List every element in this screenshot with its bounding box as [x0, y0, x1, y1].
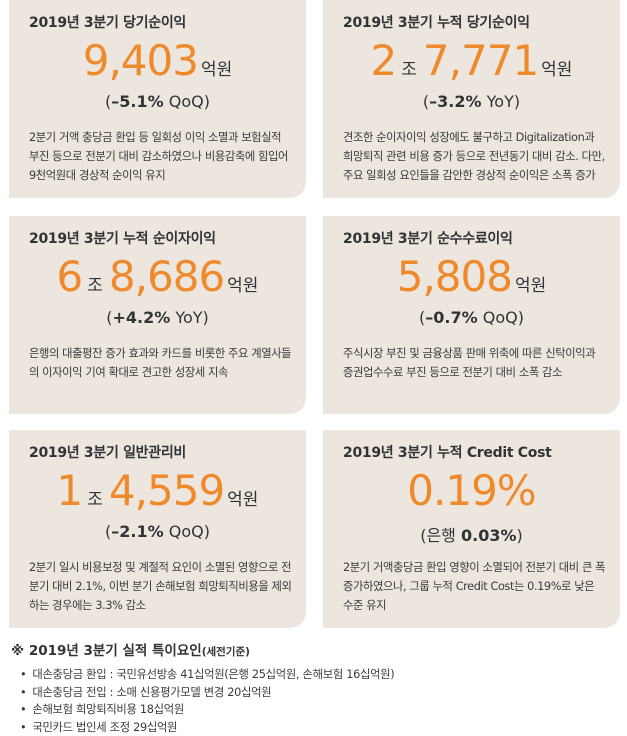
notes-title: ※ 2019년 3분기 실적 특이요인(세전기준)	[11, 639, 621, 659]
list-item-text: 손해보험 희망퇴직비용 18십억원	[32, 703, 184, 716]
list-item-text: 대손충당금 환입 : 국민유선방송 41십억원(은행 25십억원, 손해보험 1…	[32, 668, 394, 681]
change-suffix: YoY	[175, 308, 202, 327]
card-description: 2분기 일시 비용보정 및 계절적 요인이 소멸된 영향으로 전분기 대비 2.…	[29, 558, 292, 615]
list-item-text: 국민카드 법인세 조정 29십억원	[32, 721, 177, 734]
card-description: 2분기 거액 충당금 환입 등 일회성 이익 소멸과 보험실적 부진 등으로 전…	[29, 128, 292, 185]
card-credit-cost: 2019년 3분기 누적 Credit Cost 0.19% (은행 0.03%…	[323, 430, 620, 628]
change-value: –3.2%	[429, 92, 481, 111]
card-unit-jo: 조	[87, 490, 103, 510]
card-unit: 억원	[227, 276, 258, 296]
list-item: • 대손충당금 환입 : 국민유선방송 41십억원(은행 25십억원, 손해보험 …	[20, 666, 621, 684]
change-value: –2.1%	[111, 522, 163, 541]
change-value: +4.2%	[112, 308, 170, 327]
card-unit: 억원	[541, 60, 572, 80]
change-suffix: YoY	[487, 92, 514, 111]
card-change: (은행 0.03%)	[323, 522, 620, 546]
card-change: (+4.2% YoY)	[9, 308, 306, 327]
card-title: 2019년 3분기 일반관리비	[29, 442, 186, 462]
bullet-icon: •	[20, 719, 26, 736]
card-unit-jo: 조	[401, 60, 417, 80]
card-value: 8,686	[109, 252, 224, 301]
card-value: 7,771	[423, 36, 538, 85]
card-value-jo: 1	[57, 466, 83, 515]
card-title: 2019년 3분기 누적 Credit Cost	[343, 442, 552, 462]
card-title: 2019년 3분기 누적 당기순이익	[343, 12, 530, 32]
card-value: 5,808	[397, 252, 512, 301]
notes-list: • 대손충당금 환입 : 국민유선방송 41십억원(은행 25십억원, 손해보험 …	[20, 666, 621, 736]
change-value: –0.7%	[425, 308, 477, 327]
card-value: 9,403	[83, 36, 198, 85]
card-unit-jo: 조	[87, 276, 103, 296]
card-description: 견조한 순이자이익 성장에도 불구하고 Digitalization과 희망퇴직…	[343, 128, 606, 185]
list-item: • 대손충당금 전입 : 소매 신용평가모델 변경 20십억원	[20, 684, 621, 702]
change-value: –5.1%	[111, 92, 163, 111]
card-description: 은행의 대출평잔 증가 효과와 카드를 비롯한 주요 계열사들의 이자이익 기여…	[29, 344, 292, 382]
bullet-icon: •	[20, 701, 26, 719]
card-title: 2019년 3분기 순수수료이익	[343, 228, 513, 248]
notes-title-note: (세전기준)	[202, 646, 250, 658]
card-change: (–0.7% QoQ)	[323, 308, 620, 327]
card-value-jo: 2	[371, 36, 397, 85]
change-prefix: (은행	[420, 526, 456, 545]
card-description: 주식시장 부진 및 금융상품 판매 위축에 따른 신탁이익과 증권업수수료 부진…	[343, 344, 606, 382]
change-suffix: QoQ	[169, 522, 204, 541]
list-item: • 손해보험 희망퇴직비용 18십억원	[20, 701, 621, 719]
card-title: 2019년 3분기 누적 순이자이익	[29, 228, 216, 248]
card-unit: 억원	[515, 276, 546, 296]
card-value: 0.19%	[407, 466, 535, 515]
card-change: (–3.2% YoY)	[323, 92, 620, 111]
notes-title-text: 2019년 3분기 실적 특이요인	[29, 643, 202, 659]
list-item-text: 대손충당금 전입 : 소매 신용평가모델 변경 20십억원	[32, 686, 271, 699]
change-suffix: QoQ	[483, 308, 518, 327]
card-unit: 억원	[227, 490, 258, 510]
card-figure: 0.19%	[323, 466, 620, 516]
bullet-icon: •	[20, 684, 26, 702]
card-change: (–5.1% QoQ)	[9, 92, 306, 111]
card-unit: 억원	[201, 60, 232, 80]
list-item: • 국민카드 법인세 조정 29십억원	[20, 719, 621, 736]
card-title: 2019년 3분기 당기순이익	[29, 12, 186, 32]
reference-mark-icon: ※	[11, 643, 24, 659]
card-value: 4,559	[109, 466, 224, 515]
change-suffix: QoQ	[169, 92, 204, 111]
card-value-jo: 6	[57, 252, 83, 301]
card-change: (–2.1% QoQ)	[9, 522, 306, 541]
change-value: 0.03%	[461, 526, 517, 545]
card-description: 2분기 거액충당금 환입 영향이 소멸되어 전분기 대비 큰 폭 증가하였으나,…	[343, 558, 606, 615]
bullet-icon: •	[20, 666, 26, 684]
special-factors-notes: ※ 2019년 3분기 실적 특이요인(세전기준) • 대손충당금 환입 : 국민…	[11, 639, 621, 736]
